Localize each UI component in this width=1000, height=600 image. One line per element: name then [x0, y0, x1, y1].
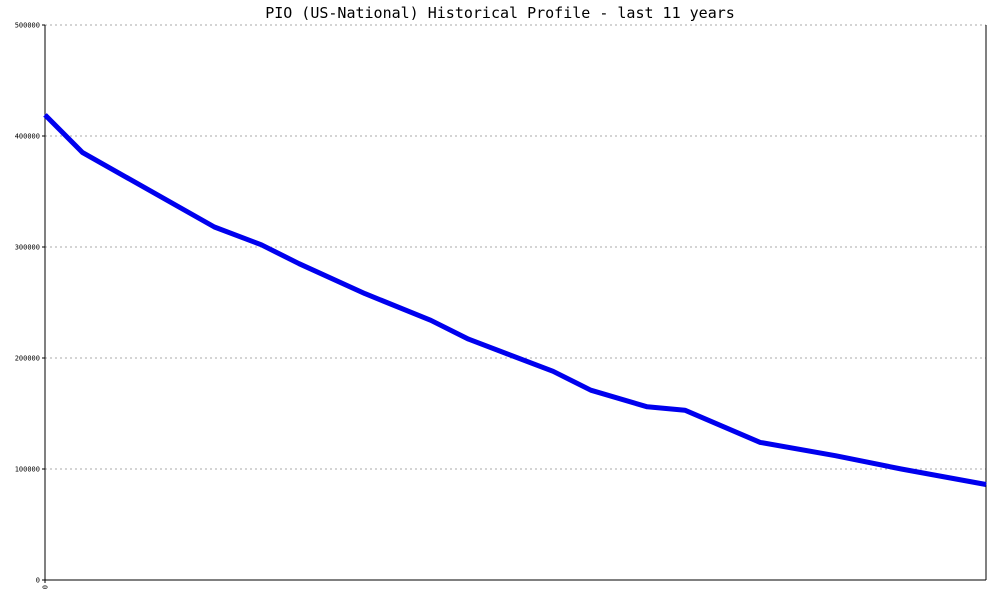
data-point	[467, 338, 469, 340]
chart-title: PIO (US-National) Historical Profile - l…	[265, 4, 735, 22]
data-point	[82, 152, 84, 154]
axes	[44, 25, 987, 581]
data-point	[834, 455, 836, 457]
data-point	[260, 244, 262, 246]
data-point	[298, 263, 300, 265]
data-point	[646, 406, 648, 408]
y-tick-label: 400000	[15, 133, 40, 141]
y-tick-label: 300000	[15, 244, 40, 252]
data-point	[213, 226, 215, 228]
series-line-0	[43, 113, 987, 487]
y-tick-label: 200000	[15, 355, 40, 363]
data-point	[900, 468, 902, 470]
y-tick-label: 0	[36, 577, 40, 585]
data-point	[430, 319, 432, 321]
tick-labels: 0 100000 200000 300000 400000 500000 0	[15, 22, 50, 590]
y-tick-label: 100000	[15, 466, 40, 474]
data-point	[985, 484, 987, 485]
data-point	[552, 370, 554, 372]
data-point	[590, 389, 592, 391]
data-point	[364, 293, 366, 295]
data-point	[684, 409, 686, 411]
x-tick-label: 0	[42, 585, 50, 589]
data-point	[44, 114, 46, 116]
grid-lines	[45, 24, 986, 470]
data-point	[759, 441, 761, 443]
series-layer	[43, 113, 987, 487]
y-tick-label: 500000	[15, 22, 40, 30]
